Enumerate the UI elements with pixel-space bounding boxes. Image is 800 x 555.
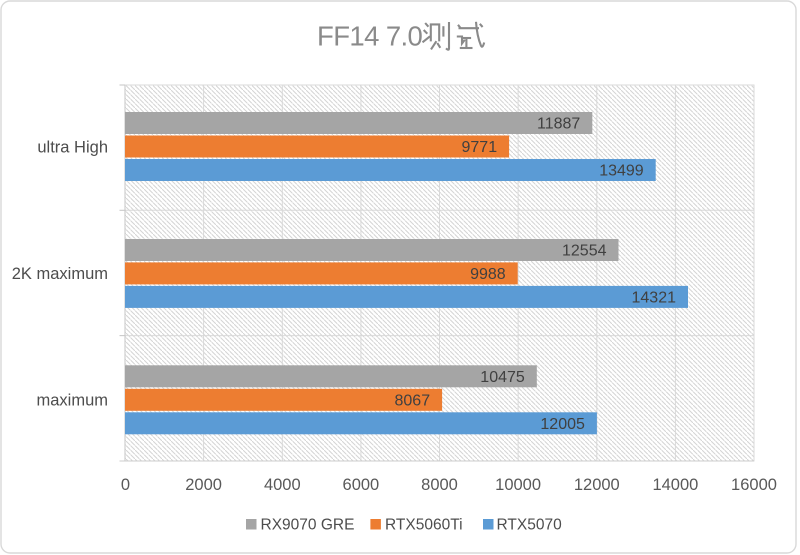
svg-text:13499: 13499 <box>599 163 644 180</box>
svg-text:RTX5070: RTX5070 <box>497 517 563 534</box>
svg-text:14000: 14000 <box>652 476 698 494</box>
svg-text:FF14 7.0: FF14 7.0 <box>317 21 423 52</box>
svg-text:RTX5060Ti: RTX5060Ti <box>385 517 463 534</box>
svg-text:10000: 10000 <box>495 476 541 494</box>
svg-text:8000: 8000 <box>421 476 458 494</box>
svg-text:4000: 4000 <box>264 476 301 494</box>
svg-text:11887: 11887 <box>537 116 580 133</box>
svg-text:2000: 2000 <box>185 476 222 494</box>
svg-text:14321: 14321 <box>632 290 677 307</box>
svg-text:ultra High: ultra High <box>37 138 108 156</box>
svg-text:6000: 6000 <box>343 476 380 494</box>
svg-text:0: 0 <box>121 476 130 494</box>
svg-text:8067: 8067 <box>395 393 431 410</box>
svg-text:10475: 10475 <box>480 369 525 386</box>
svg-text:16000: 16000 <box>731 476 777 494</box>
svg-text:12000: 12000 <box>574 476 620 494</box>
svg-text:maximum: maximum <box>36 392 108 410</box>
svg-text:12005: 12005 <box>540 416 585 433</box>
svg-text:2K maximum: 2K maximum <box>12 265 108 283</box>
svg-text:9771: 9771 <box>462 139 498 156</box>
svg-text:12554: 12554 <box>562 243 607 260</box>
svg-text:9988: 9988 <box>470 266 506 283</box>
svg-text:RX9070 GRE: RX9070 GRE <box>261 517 355 534</box>
